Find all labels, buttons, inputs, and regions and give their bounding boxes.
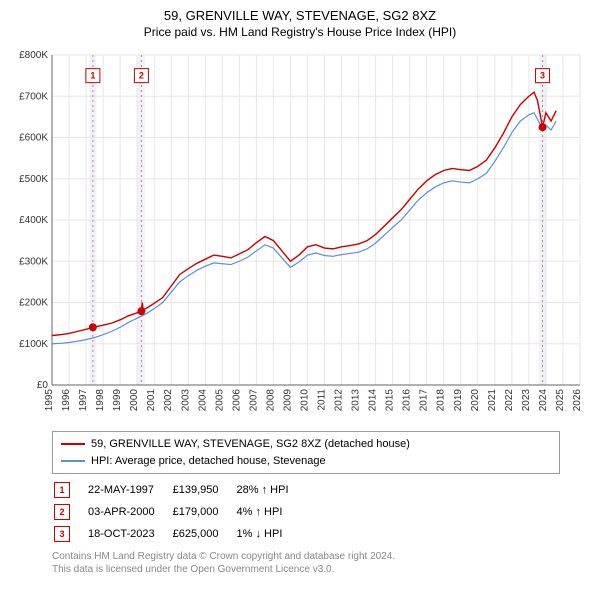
legend-swatch: [61, 443, 85, 445]
svg-text:2017: 2017: [419, 389, 430, 412]
svg-text:2013: 2013: [351, 389, 362, 412]
sale-marker-icon: 1: [54, 482, 70, 498]
svg-text:2024: 2024: [538, 389, 549, 412]
svg-text:£700K: £700K: [19, 91, 48, 102]
sale-price: £179,000: [173, 502, 235, 522]
svg-text:2014: 2014: [368, 389, 379, 412]
svg-text:1996: 1996: [61, 389, 72, 412]
legend-row: HPI: Average price, detached house, Stev…: [61, 453, 551, 470]
svg-text:2019: 2019: [453, 389, 464, 412]
svg-text:2001: 2001: [146, 389, 157, 412]
svg-text:£800K: £800K: [19, 50, 48, 61]
legend-label: HPI: Average price, detached house, Stev…: [91, 453, 326, 470]
svg-text:2026: 2026: [572, 389, 583, 412]
table-row: 3 18-OCT-2023£625,0001% ↓ HPI: [54, 524, 305, 544]
svg-text:2020: 2020: [470, 389, 481, 412]
svg-text:£200K: £200K: [19, 298, 48, 309]
svg-text:1998: 1998: [95, 389, 106, 412]
sale-date: 22-MAY-1997: [88, 480, 171, 500]
svg-text:2000: 2000: [129, 389, 140, 412]
svg-text:2018: 2018: [436, 389, 447, 412]
sale-marker-icon: 3: [54, 526, 70, 542]
svg-text:2: 2: [139, 71, 144, 81]
sales-table: 1 22-MAY-1997£139,95028% ↑ HPI 2 03-APR-200…: [52, 478, 307, 546]
svg-text:2011: 2011: [317, 389, 328, 411]
svg-text:1995: 1995: [44, 389, 55, 412]
svg-text:2023: 2023: [521, 389, 532, 412]
legend: 59, GRENVILLE WAY, STEVENAGE, SG2 8XZ (d…: [52, 431, 560, 474]
svg-text:2007: 2007: [248, 389, 259, 412]
svg-text:1999: 1999: [112, 389, 123, 412]
svg-text:1: 1: [90, 71, 95, 81]
svg-text:2022: 2022: [504, 389, 515, 412]
svg-text:2010: 2010: [299, 389, 310, 412]
svg-text:3: 3: [540, 71, 545, 81]
chart-title: 59, GRENVILLE WAY, STEVENAGE, SG2 8XZ: [10, 8, 590, 23]
svg-text:£400K: £400K: [19, 215, 48, 226]
sale-delta: 1% ↓ HPI: [237, 524, 305, 544]
svg-text:£500K: £500K: [19, 174, 48, 185]
sale-marker-icon: 2: [54, 504, 70, 520]
svg-text:2016: 2016: [402, 389, 413, 412]
table-row: 2 03-APR-2000£179,0004% ↑ HPI: [54, 502, 305, 522]
footer-line-1: Contains HM Land Registry data © Crown c…: [52, 550, 560, 563]
svg-text:2002: 2002: [163, 389, 174, 412]
line-chart-svg: £0£100K£200K£300K£400K£500K£600K£700K£80…: [10, 45, 590, 425]
footer-attribution: Contains HM Land Registry data © Crown c…: [52, 550, 560, 576]
svg-text:2009: 2009: [282, 389, 293, 412]
svg-text:2008: 2008: [265, 389, 276, 412]
svg-text:1997: 1997: [78, 389, 89, 412]
svg-text:£100K: £100K: [19, 339, 48, 350]
svg-text:2012: 2012: [334, 389, 345, 412]
chart-container: 59, GRENVILLE WAY, STEVENAGE, SG2 8XZ Pr…: [0, 0, 600, 582]
svg-text:2025: 2025: [555, 389, 566, 412]
svg-text:2021: 2021: [487, 389, 498, 412]
svg-text:£600K: £600K: [19, 133, 48, 144]
svg-text:2005: 2005: [214, 389, 225, 412]
svg-text:£300K: £300K: [19, 256, 48, 267]
sale-date: 03-APR-2000: [88, 502, 171, 522]
svg-text:2004: 2004: [197, 389, 208, 412]
table-row: 1 22-MAY-1997£139,95028% ↑ HPI: [54, 480, 305, 500]
svg-text:2015: 2015: [385, 389, 396, 412]
svg-text:2006: 2006: [231, 389, 242, 412]
legend-row: 59, GRENVILLE WAY, STEVENAGE, SG2 8XZ (d…: [61, 436, 551, 453]
sale-date: 18-OCT-2023: [88, 524, 171, 544]
sale-price: £625,000: [173, 524, 235, 544]
legend-label: 59, GRENVILLE WAY, STEVENAGE, SG2 8XZ (d…: [91, 436, 410, 453]
svg-text:2003: 2003: [180, 389, 191, 412]
sale-delta: 28% ↑ HPI: [237, 480, 305, 500]
sale-price: £139,950: [173, 480, 235, 500]
chart-subtitle: Price paid vs. HM Land Registry's House …: [10, 25, 590, 39]
sale-delta: 4% ↑ HPI: [237, 502, 305, 522]
legend-swatch: [61, 460, 85, 462]
chart-plot: £0£100K£200K£300K£400K£500K£600K£700K£80…: [10, 45, 590, 425]
footer-line-2: This data is licensed under the Open Gov…: [52, 563, 560, 576]
